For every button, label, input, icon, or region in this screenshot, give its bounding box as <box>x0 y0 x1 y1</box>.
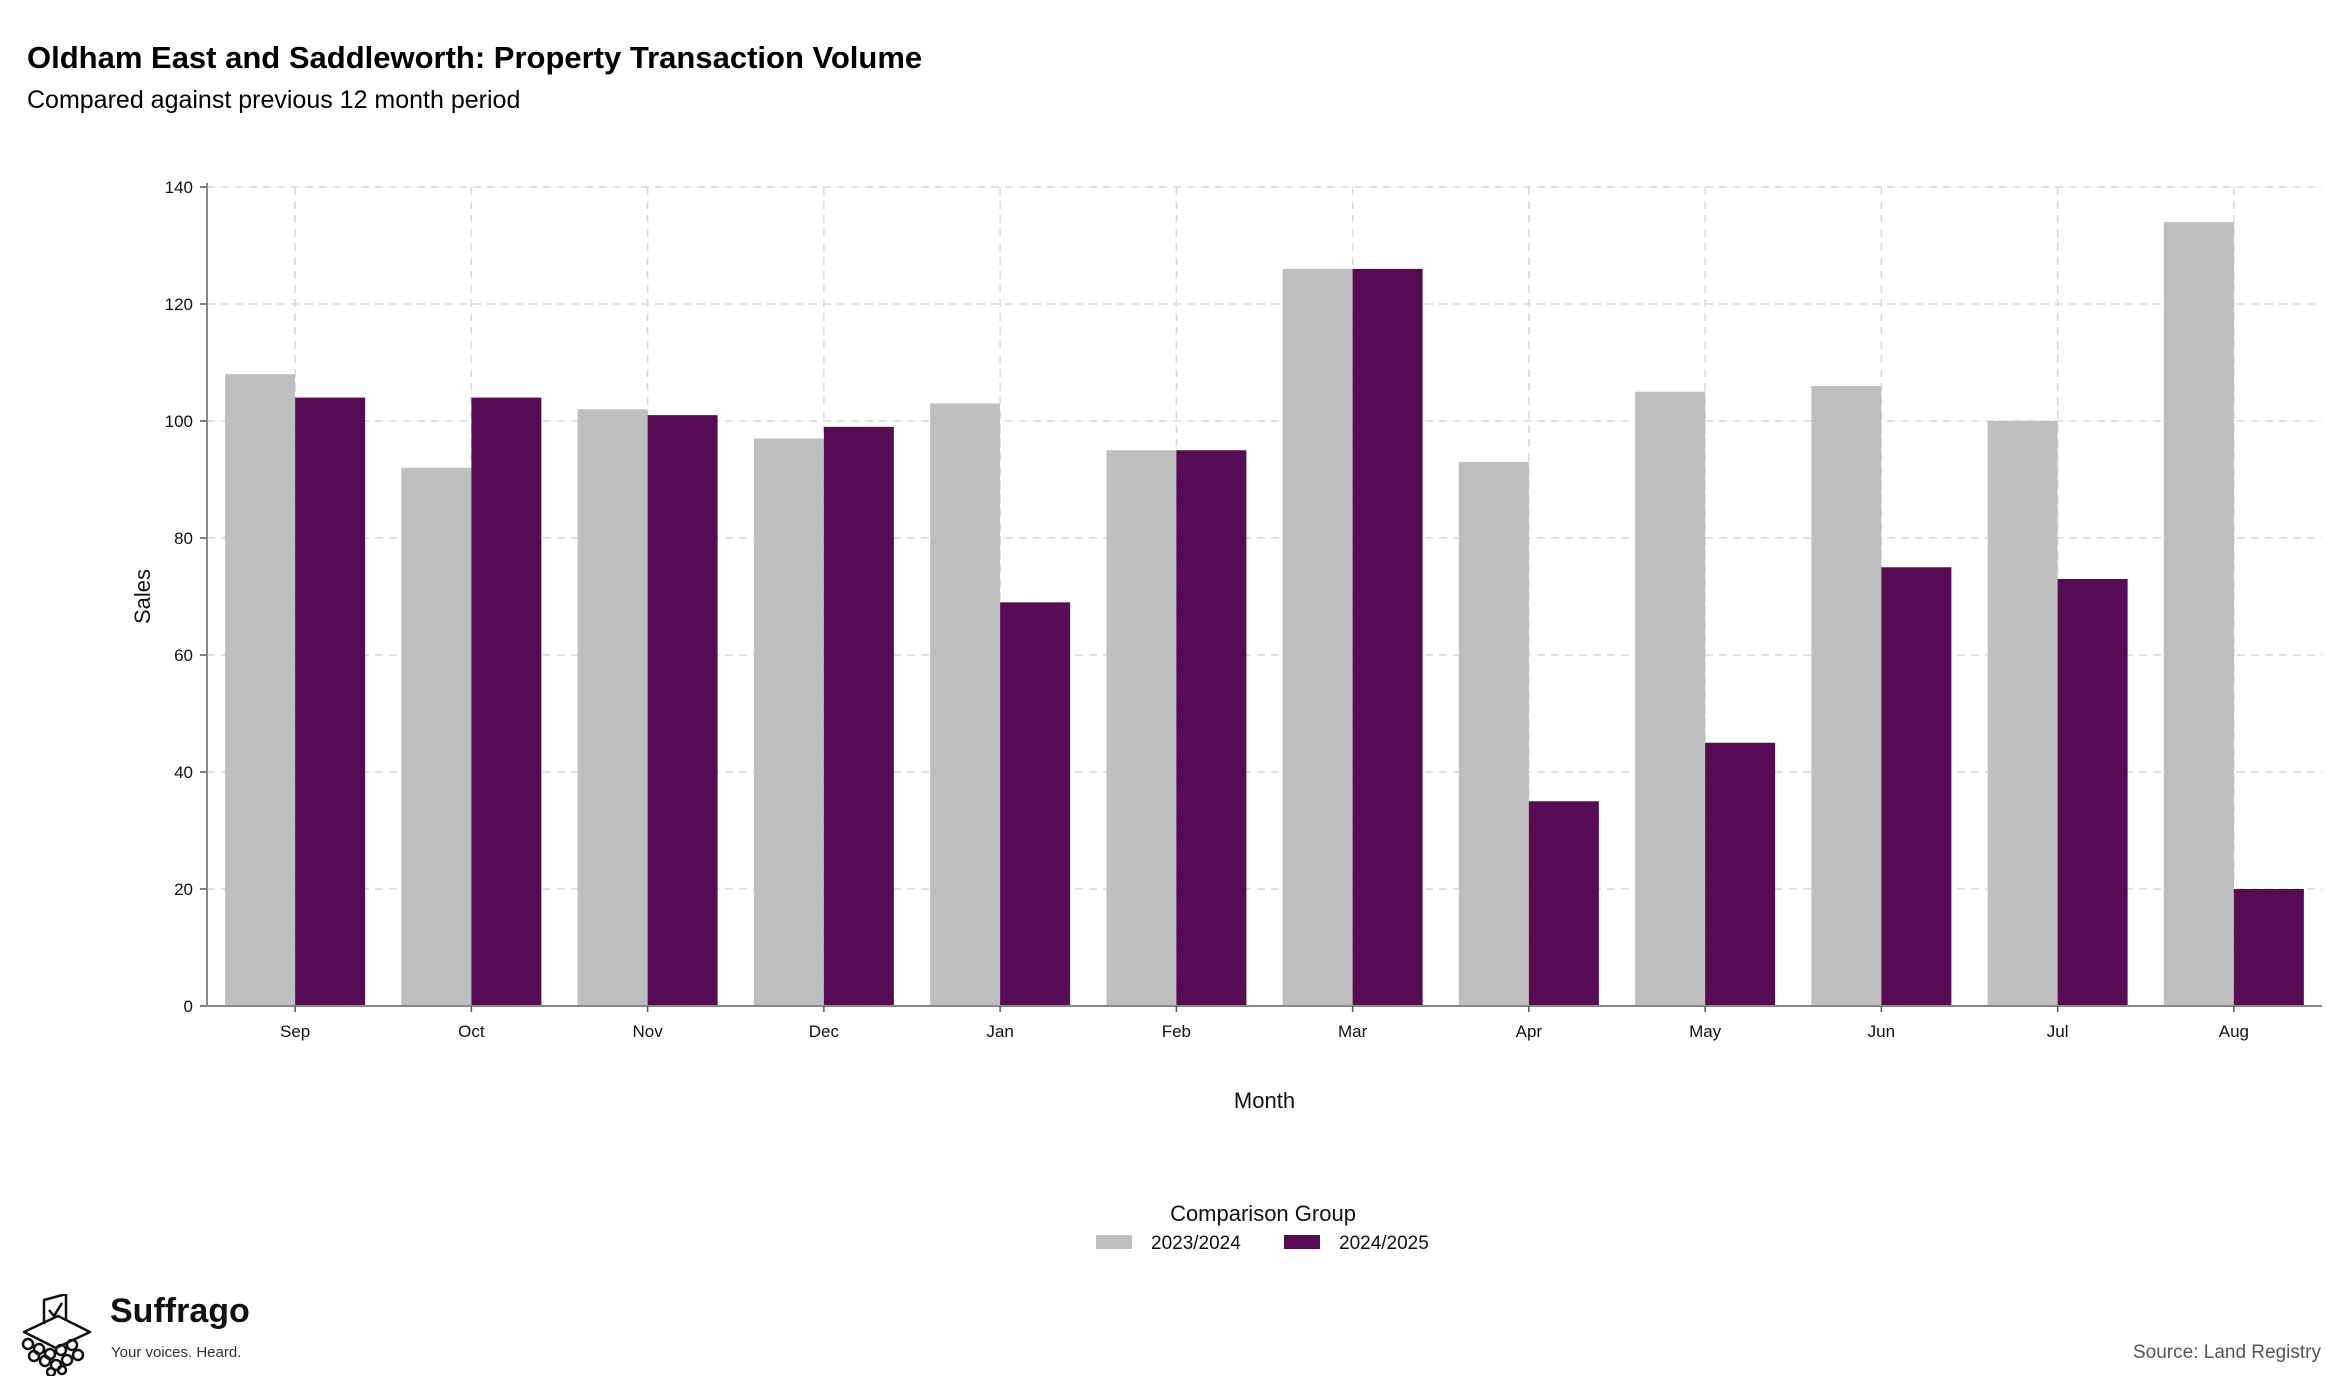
source-note: Source: Land Registry <box>2133 1342 2321 1363</box>
x-tick-label: May <box>1689 1022 1722 1041</box>
legend-title: Comparison Group <box>1170 1201 1356 1226</box>
bar-2023-2024-oct <box>401 467 472 1006</box>
bar-2024-2025-jan <box>1000 602 1071 1006</box>
legend-swatch <box>1284 1235 1320 1249</box>
y-axis-title: Sales <box>130 569 155 624</box>
x-tick-label: Dec <box>809 1022 840 1041</box>
y-tick-label: 100 <box>165 412 193 431</box>
bar-2024-2025-feb <box>1176 450 1247 1006</box>
x-tick-label: Aug <box>2219 1022 2249 1041</box>
bar-2023-2024-nov <box>577 409 648 1006</box>
legend-label: 2024/2025 <box>1339 1233 1429 1254</box>
chart-subtitle: Compared against previous 12 month perio… <box>27 86 521 114</box>
bar-2024-2025-jul <box>2057 578 2128 1006</box>
bar-2023-2024-jan <box>930 403 1001 1006</box>
bar-2023-2024-apr <box>1458 461 1529 1006</box>
bar-2024-2025-aug <box>2233 889 2304 1006</box>
bar-2024-2025-nov <box>647 415 718 1006</box>
bar-2023-2024-dec <box>753 438 824 1006</box>
bar-2024-2025-may <box>1705 742 1776 1006</box>
x-tick-label: Jul <box>2047 1022 2069 1041</box>
bar-2023-2024-aug <box>2163 222 2234 1007</box>
x-tick-label: Apr <box>1516 1022 1543 1041</box>
bar-2024-2025-dec <box>823 426 894 1007</box>
brand-block: Suffrago Your voices. Heard. <box>14 1292 254 1376</box>
y-tick-label: 40 <box>174 763 193 782</box>
bar-2023-2024-jul <box>1987 421 2058 1006</box>
legend-swatch <box>1096 1235 1132 1249</box>
x-tick-label: Oct <box>458 1022 485 1041</box>
x-axis-title: Month <box>1234 1088 1295 1113</box>
y-tick-label: 140 <box>165 178 193 197</box>
x-tick-label: Jan <box>986 1022 1013 1041</box>
bar-2024-2025-sep <box>295 397 366 1007</box>
brand-tagline: Your voices. Heard. <box>111 1344 242 1361</box>
bar-2023-2024-may <box>1635 391 1706 1006</box>
bar-2024-2025-apr <box>1528 801 1599 1006</box>
bar-2024-2025-jun <box>1881 567 1952 1006</box>
y-tick-label: 60 <box>174 646 193 665</box>
ballot-box-logo-icon <box>21 1294 92 1376</box>
y-tick-label: 20 <box>174 880 193 899</box>
y-tick-label: 80 <box>174 529 193 548</box>
chart-title: Oldham East and Saddleworth: Property Tr… <box>27 40 923 75</box>
x-tick-label: Sep <box>280 1022 310 1041</box>
y-tick-label: 120 <box>165 295 193 314</box>
bar-2023-2024-mar <box>1282 268 1353 1006</box>
x-tick-label: Mar <box>1338 1022 1368 1041</box>
brand-name: Suffrago <box>110 1292 250 1330</box>
bar-2024-2025-oct <box>471 397 542 1007</box>
bar-2023-2024-jun <box>1811 385 1882 1006</box>
x-tick-label: Feb <box>1162 1022 1191 1041</box>
x-tick-label: Nov <box>633 1022 664 1041</box>
y-tick-label: 0 <box>184 997 193 1016</box>
legend-label: 2023/2024 <box>1151 1233 1241 1254</box>
x-tick-label: Jun <box>1868 1022 1895 1041</box>
bar-2023-2024-feb <box>1106 450 1177 1006</box>
bar-2023-2024-sep <box>225 374 296 1006</box>
bar-2024-2025-mar <box>1352 268 1423 1006</box>
